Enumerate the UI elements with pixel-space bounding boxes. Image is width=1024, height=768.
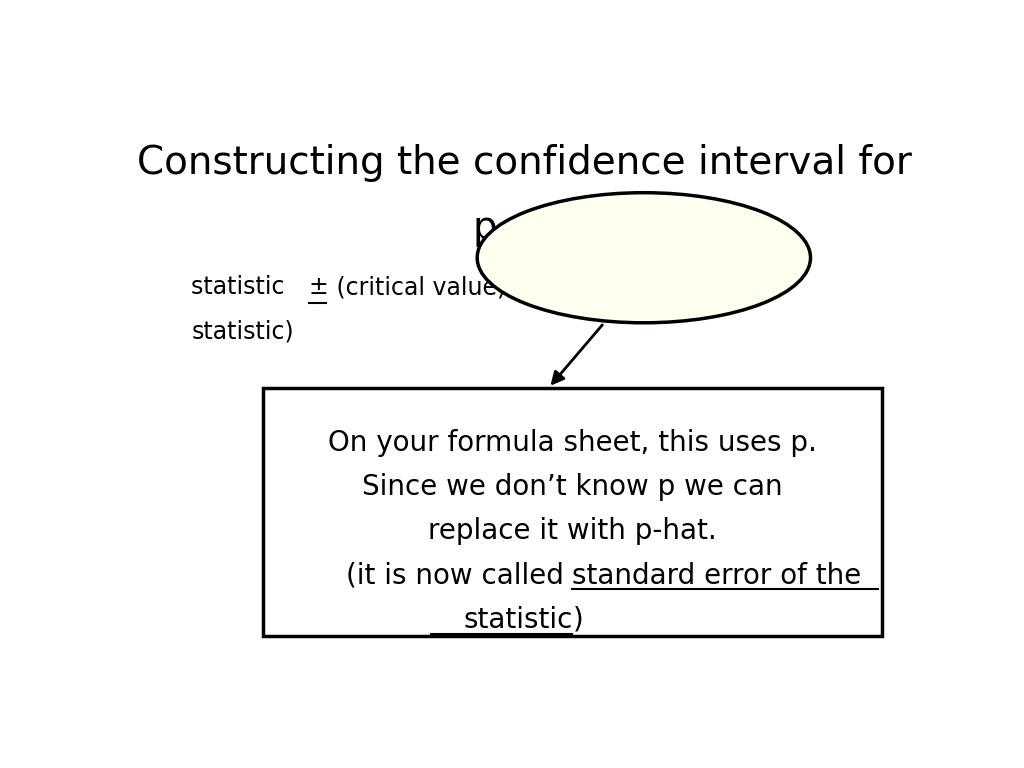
Text: p: p [473,209,498,247]
Text: standard error of the: standard error of the [572,561,861,590]
Text: (it is now called: (it is now called [346,561,572,590]
Text: Since we don’t know p we can: Since we don’t know p we can [362,473,782,501]
Text: On your formula sheet, this uses p.: On your formula sheet, this uses p. [328,429,817,456]
Ellipse shape [477,193,811,323]
Text: (critical value)(standard deviation of: (critical value)(standard deviation of [329,275,767,300]
FancyBboxPatch shape [263,388,882,636]
Text: statistic: statistic [463,606,572,634]
Text: Constructing the confidence interval for: Constructing the confidence interval for [137,144,912,182]
Text: statistic: statistic [191,275,293,300]
Text: ±: ± [309,275,329,300]
Text: replace it with p-hat.: replace it with p-hat. [428,517,717,545]
Text: statistic): statistic) [191,319,294,343]
Text: ): ) [572,606,583,634]
